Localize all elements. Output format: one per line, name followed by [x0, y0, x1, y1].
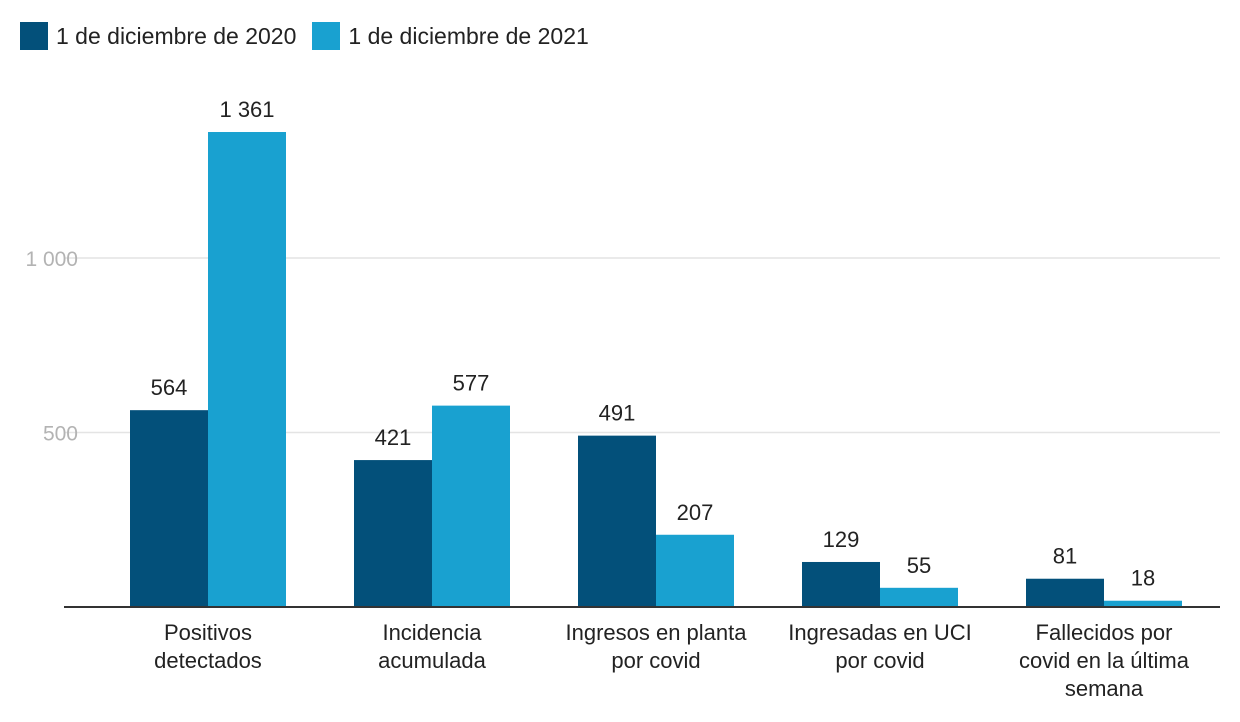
bar: [354, 460, 432, 607]
legend-item-2021: 1 de diciembre de 2021: [312, 22, 589, 50]
data-label: 18: [1131, 566, 1155, 591]
x-tick-label: Fallecidos por covid en la última semana: [1019, 620, 1190, 701]
x-tick-label-line: acumulada: [378, 648, 486, 673]
data-label: 81: [1053, 544, 1077, 569]
bar: [880, 587, 958, 607]
x-tick-label-line: Incidencia: [382, 620, 482, 645]
legend: 1 de diciembre de 2020 1 de diciembre de…: [20, 20, 605, 52]
data-label: 421: [375, 425, 412, 450]
data-label: 55: [907, 553, 931, 578]
data-label: 577: [453, 371, 490, 396]
x-tick-label: Incidencia acumulada: [378, 620, 486, 673]
x-tick-label: Ingresos en planta por covid: [565, 620, 747, 673]
legend-label-2021: 1 de diciembre de 2021: [348, 22, 589, 49]
legend-item-2020: 1 de diciembre de 2020: [20, 22, 296, 50]
data-label: 129: [823, 527, 860, 552]
x-tick-label-line: por covid: [835, 648, 924, 673]
bar: [208, 132, 286, 608]
x-tick-label: Ingresadas en UCI por covid: [788, 620, 971, 673]
bar: [578, 435, 656, 607]
bar: [1026, 578, 1104, 607]
x-tick-label-line: covid en la última: [1019, 648, 1190, 673]
bar: [1104, 600, 1182, 607]
x-tick-label-line: Ingresos en planta: [565, 620, 747, 645]
data-label: 491: [599, 401, 636, 426]
x-tick-label-line: detectados: [154, 648, 262, 673]
legend-swatch-2020: [20, 22, 48, 50]
data-label: 564: [151, 375, 188, 400]
x-tick-label-line: por covid: [611, 648, 700, 673]
legend-swatch-2021: [312, 22, 341, 50]
data-label: 1 361: [219, 97, 274, 122]
bar: [432, 405, 510, 607]
y-tick-label: 500: [43, 423, 78, 446]
x-tick-label-line: Fallecidos por: [1036, 620, 1173, 645]
bar: [130, 410, 208, 607]
data-label: 207: [677, 500, 714, 525]
bar: [656, 534, 734, 607]
y-tick-label: 1 000: [25, 248, 78, 271]
x-tick-label-line: semana: [1065, 676, 1144, 701]
x-tick-label: Positivos detectados: [154, 620, 262, 673]
bar: [802, 561, 880, 607]
legend-label-2020: 1 de diciembre de 2020: [56, 22, 297, 49]
x-tick-label-line: Positivos: [164, 620, 252, 645]
x-tick-label-line: Ingresadas en UCI: [788, 620, 971, 645]
